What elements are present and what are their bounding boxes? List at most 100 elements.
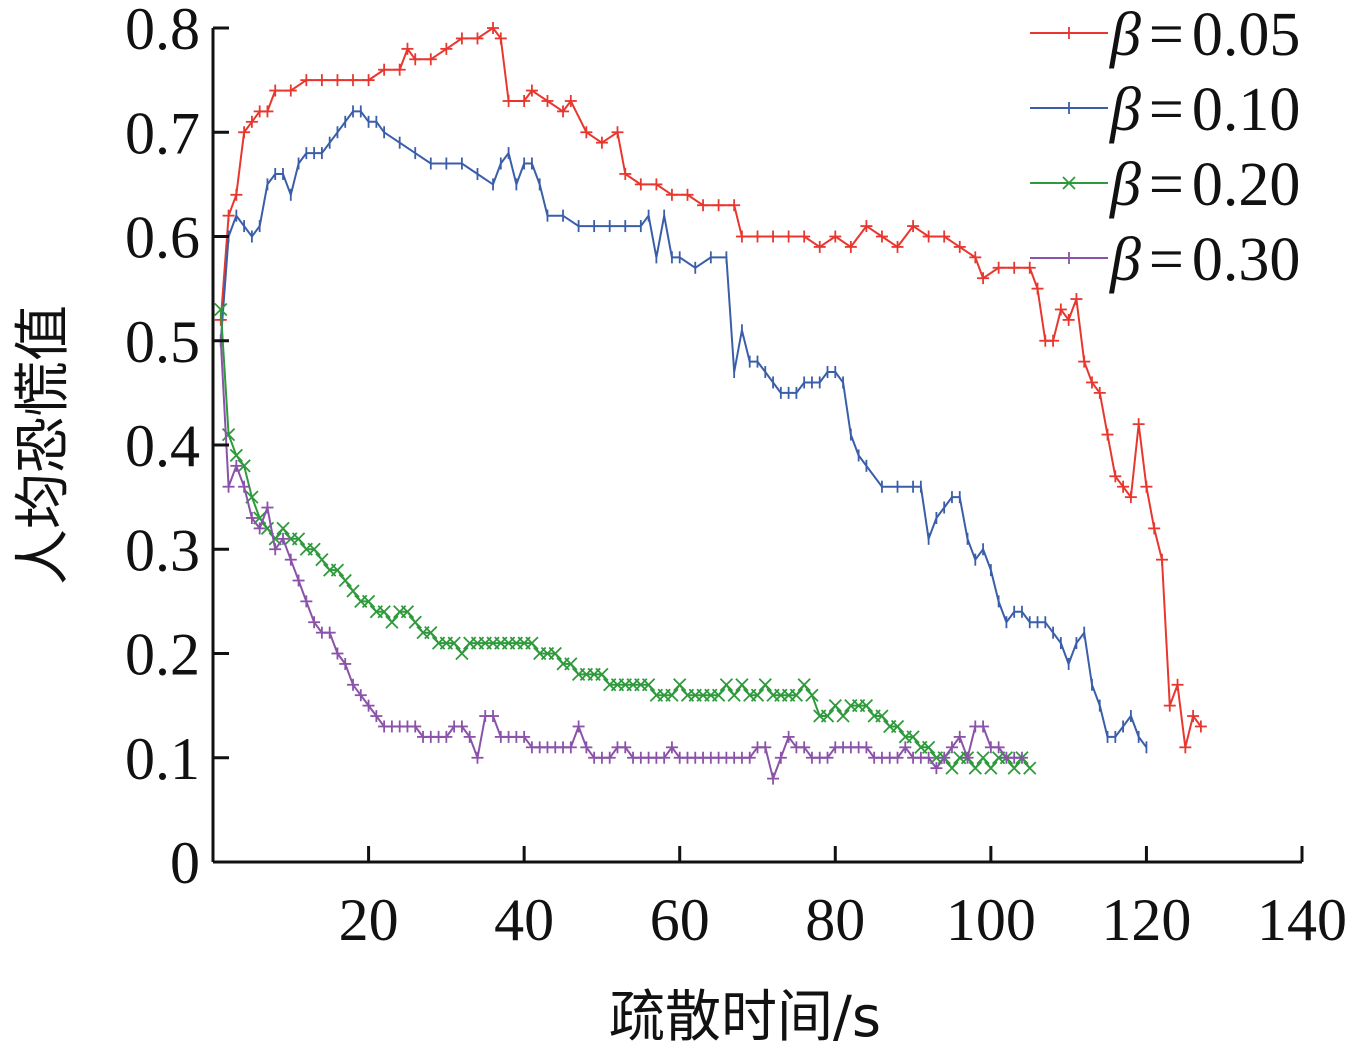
data-point <box>751 230 764 243</box>
data-point <box>1085 376 1098 389</box>
data-point <box>494 32 507 45</box>
series-0 <box>214 22 1207 754</box>
y-tick-label: 0.4 <box>125 413 200 479</box>
data-point <box>1015 751 1028 764</box>
y-tick-label: 0.1 <box>125 726 200 792</box>
legend-equals: = <box>1149 151 1184 219</box>
data-point <box>961 751 974 764</box>
data-point <box>557 105 570 118</box>
data-point <box>820 709 835 723</box>
data-point <box>619 741 632 754</box>
data-point <box>525 84 538 97</box>
data-point <box>346 584 360 598</box>
data-point <box>1171 678 1184 691</box>
data-point <box>277 532 290 545</box>
data-point <box>1155 553 1168 566</box>
data-point <box>230 459 243 472</box>
data-point <box>1140 480 1153 493</box>
data-point <box>641 678 656 692</box>
data-point <box>222 209 235 222</box>
data-point <box>455 646 469 661</box>
data-point <box>1008 261 1021 274</box>
data-point <box>564 657 578 671</box>
data-point <box>735 230 748 243</box>
data-point <box>237 459 251 473</box>
data-point <box>711 688 726 702</box>
data-point <box>921 740 936 754</box>
data-point <box>572 720 585 733</box>
legend-value: 0.20 <box>1192 151 1301 219</box>
data-point <box>1101 428 1114 441</box>
data-point <box>408 615 422 629</box>
data-point <box>735 678 749 692</box>
x-tick-label: 20 <box>339 887 399 953</box>
series-line-3 <box>219 340 1022 782</box>
y-tick-label: 0.8 <box>125 0 200 62</box>
data-point <box>727 688 741 702</box>
data-point <box>269 543 282 556</box>
data-point <box>758 678 772 692</box>
data-point <box>681 188 694 201</box>
series-line-1 <box>219 110 1148 748</box>
data-point <box>844 240 857 253</box>
data-point <box>665 688 679 702</box>
y-tick-label: 0.3 <box>125 517 200 583</box>
data-point <box>860 741 873 754</box>
data-point <box>377 605 391 619</box>
data-point <box>261 105 274 118</box>
series-line-0 <box>219 26 1202 748</box>
data-point <box>977 720 990 733</box>
x-tick-label: 100 <box>946 887 1036 953</box>
legend-value: 0.30 <box>1192 226 1301 294</box>
data-point <box>767 230 780 243</box>
data-point <box>1070 293 1083 306</box>
data-point <box>331 647 344 660</box>
legend-value: 0.05 <box>1192 1 1301 69</box>
data-point <box>564 94 577 107</box>
axes <box>211 26 1304 864</box>
data-point <box>1054 303 1067 316</box>
data-point <box>1194 720 1207 733</box>
data-point <box>1047 334 1060 347</box>
data-point <box>291 532 306 546</box>
data-point <box>860 220 873 233</box>
data-point <box>782 230 795 243</box>
data-point <box>1179 741 1192 754</box>
data-point <box>541 94 554 107</box>
data-point <box>930 762 943 775</box>
data-point <box>1031 282 1044 295</box>
data-point <box>891 751 904 764</box>
data-point <box>580 741 593 754</box>
data-point <box>323 626 336 639</box>
series-line-2 <box>219 309 1031 770</box>
data-point <box>813 240 826 253</box>
data-point <box>750 688 765 702</box>
legend-label: β = 0.05 <box>1109 1 1300 69</box>
legend-equals: = <box>1149 76 1184 144</box>
data-point <box>619 167 632 180</box>
data-point <box>922 230 935 243</box>
data-point <box>502 94 515 107</box>
data-point <box>595 667 609 681</box>
data-point <box>338 573 352 588</box>
data-point <box>409 53 422 66</box>
legend-item-2: β = 0.20 <box>1030 151 1300 219</box>
data-point <box>611 126 624 139</box>
data-point <box>828 698 842 713</box>
data-point <box>938 751 951 764</box>
legend-equals: = <box>1149 226 1184 294</box>
data-point <box>1109 470 1122 483</box>
data-point <box>650 178 663 191</box>
series-3 <box>214 334 1028 785</box>
data-point <box>945 741 958 754</box>
legend-label: β = 0.30 <box>1109 226 1300 294</box>
data-point <box>1093 386 1106 399</box>
data-point <box>487 22 500 34</box>
data-point <box>347 74 360 87</box>
data-point <box>789 688 804 702</box>
x-tick-label: 80 <box>805 887 865 953</box>
data-point <box>1007 761 1021 775</box>
data-point <box>245 115 258 128</box>
data-point <box>798 230 811 243</box>
data-point <box>424 53 437 66</box>
